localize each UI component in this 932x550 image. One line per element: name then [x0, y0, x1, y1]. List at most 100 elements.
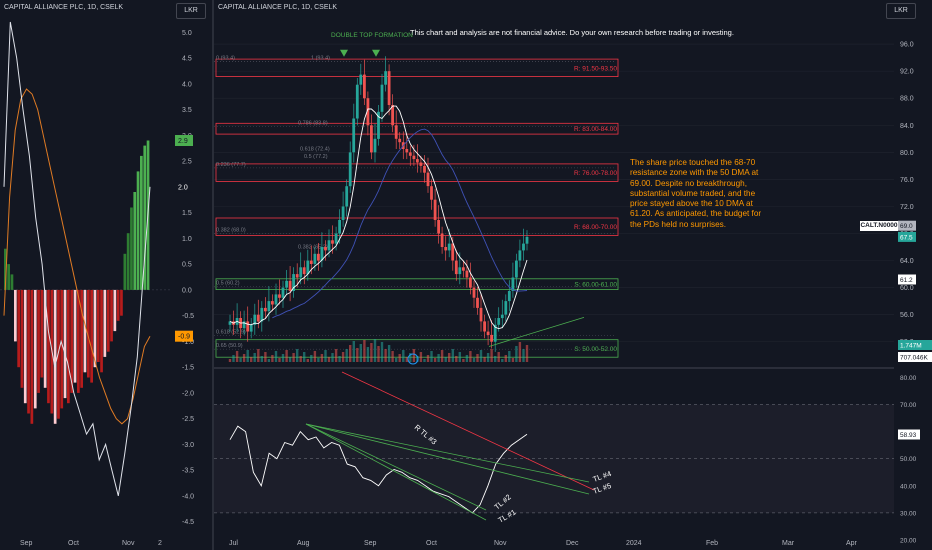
- candle-body: [317, 253, 320, 261]
- y-tick-label: -1.0: [182, 339, 194, 346]
- time-tick-label: Sep: [364, 540, 377, 547]
- fib-inner-label: 0.618 (72.4): [300, 146, 330, 152]
- volume-bar: [508, 351, 511, 362]
- volume-bar: [363, 340, 366, 362]
- macd-histogram-bar: [140, 155, 143, 290]
- main-panel: R: 91.50-93.50 R: 83.00-84.00 R: 76.00-78.…: [214, 0, 932, 550]
- volume-bar: [267, 359, 271, 362]
- main-currency-button[interactable]: LKR: [886, 3, 916, 19]
- volume-bar: [373, 339, 377, 362]
- left-currency-button[interactable]: LKR: [176, 3, 206, 19]
- macd-histogram-bar: [130, 207, 133, 290]
- volume-bar: [465, 355, 469, 362]
- rsi-trendline-2: [305, 423, 487, 511]
- double-top-arrow-icon: [340, 49, 348, 57]
- rsi-line: [229, 425, 528, 514]
- candle-body: [465, 270, 469, 278]
- rsi-tick-label: 50.00: [900, 456, 917, 463]
- volume-bar: [334, 349, 338, 362]
- candle-body: [416, 159, 419, 163]
- volume-bar: [303, 352, 306, 362]
- zone-label: R: 91.50-93.50: [574, 65, 617, 72]
- volume-bar: [497, 352, 500, 362]
- main-title: CAPITAL ALLIANCE PLC, 1D, CSELK: [218, 4, 338, 11]
- fib-label: 0.236 (77.7): [216, 162, 246, 168]
- candle-body: [522, 243, 525, 251]
- candle-body: [511, 277, 515, 291]
- candle-body: [515, 260, 518, 278]
- candle-body: [260, 307, 264, 322]
- volume-bar: [511, 358, 515, 362]
- price-badge: [898, 231, 916, 242]
- rsi-tick-label: 80.00: [900, 375, 917, 382]
- macd-histogram-bar: [30, 289, 34, 424]
- candle-body: [507, 291, 511, 302]
- candle-body: [433, 199, 437, 220]
- panel-divider[interactable]: [212, 0, 214, 550]
- y-tick-label: 0.5: [182, 262, 192, 269]
- macd-histogram-bar: [116, 289, 120, 321]
- volume-bar: [288, 357, 292, 362]
- volume-bar: [296, 349, 299, 362]
- candle-body: [454, 260, 458, 275]
- x-tick-label: Nov: [122, 540, 135, 547]
- y-tick-label: 1.0: [182, 236, 192, 243]
- volume-bar: [366, 347, 370, 362]
- fib-inner-label: 0.382 (65.2): [298, 244, 328, 250]
- zone-label: R: 68.00-70.00: [574, 224, 617, 231]
- volume-bar: [324, 350, 327, 362]
- macd-histogram-bar: [96, 289, 100, 362]
- volume-bar: [469, 351, 472, 362]
- price-tick-label: 76.0: [900, 177, 914, 184]
- macd-histogram-bar: [40, 289, 44, 378]
- volume-bar: [317, 358, 320, 362]
- macd-histogram-bar: [4, 248, 7, 290]
- macd-histogram-bar: [106, 289, 110, 352]
- candle-body: [426, 172, 430, 187]
- candle-body: [384, 71, 387, 85]
- y-tick-label: 3.5: [182, 107, 192, 114]
- candle-body: [373, 138, 377, 153]
- y-tick-label: -2.5: [182, 416, 194, 423]
- volume-bar: [285, 350, 288, 362]
- volume-bar: [327, 357, 331, 362]
- candle-body: [518, 250, 522, 261]
- value-badge-label: 2.0: [178, 184, 188, 191]
- volume-bar: [264, 352, 267, 362]
- candle-body: [462, 267, 465, 271]
- volume-bar: [391, 351, 394, 362]
- candle-body: [472, 287, 476, 298]
- candle-body: [500, 314, 504, 319]
- macd-histogram-bar: [53, 289, 57, 424]
- volume-bar: [239, 358, 242, 362]
- candle-body: [440, 233, 444, 247]
- ma-10-line: [229, 105, 528, 330]
- time-tick-label: Mar: [782, 540, 795, 547]
- price-zone: [215, 217, 619, 236]
- fib-inner-label: 0.5 (77.2): [304, 154, 328, 160]
- volume-bar: [235, 351, 239, 362]
- volume-bar: [483, 357, 486, 362]
- disclaimer-text: This chart and analysis are not financia…: [410, 28, 734, 37]
- time-tick-label: Feb: [706, 540, 718, 547]
- fib-label: 0.382 (68.0): [216, 228, 246, 234]
- price-tick-label: 56.0: [900, 312, 914, 319]
- y-tick-label: -4.5: [182, 519, 194, 526]
- candle-body: [444, 247, 448, 251]
- volume-bar: [412, 349, 416, 362]
- candle-body: [486, 331, 490, 335]
- volume-bar: [455, 356, 458, 362]
- volume-bar: [451, 349, 454, 362]
- candle-body: [306, 260, 310, 275]
- volume-bar: [476, 354, 479, 362]
- volume-bar: [377, 346, 380, 362]
- candle-body: [493, 324, 497, 342]
- volume-bar: [518, 342, 522, 362]
- double-top-arrow-icon: [372, 49, 380, 57]
- candle-body: [469, 277, 472, 288]
- volume-bar: [232, 355, 235, 362]
- zone-label: R: 76.00-78.00: [574, 170, 617, 177]
- y-tick-label: -1.5: [182, 365, 194, 372]
- volume-bar: [472, 358, 476, 362]
- y-tick-label: -2.0: [182, 390, 194, 397]
